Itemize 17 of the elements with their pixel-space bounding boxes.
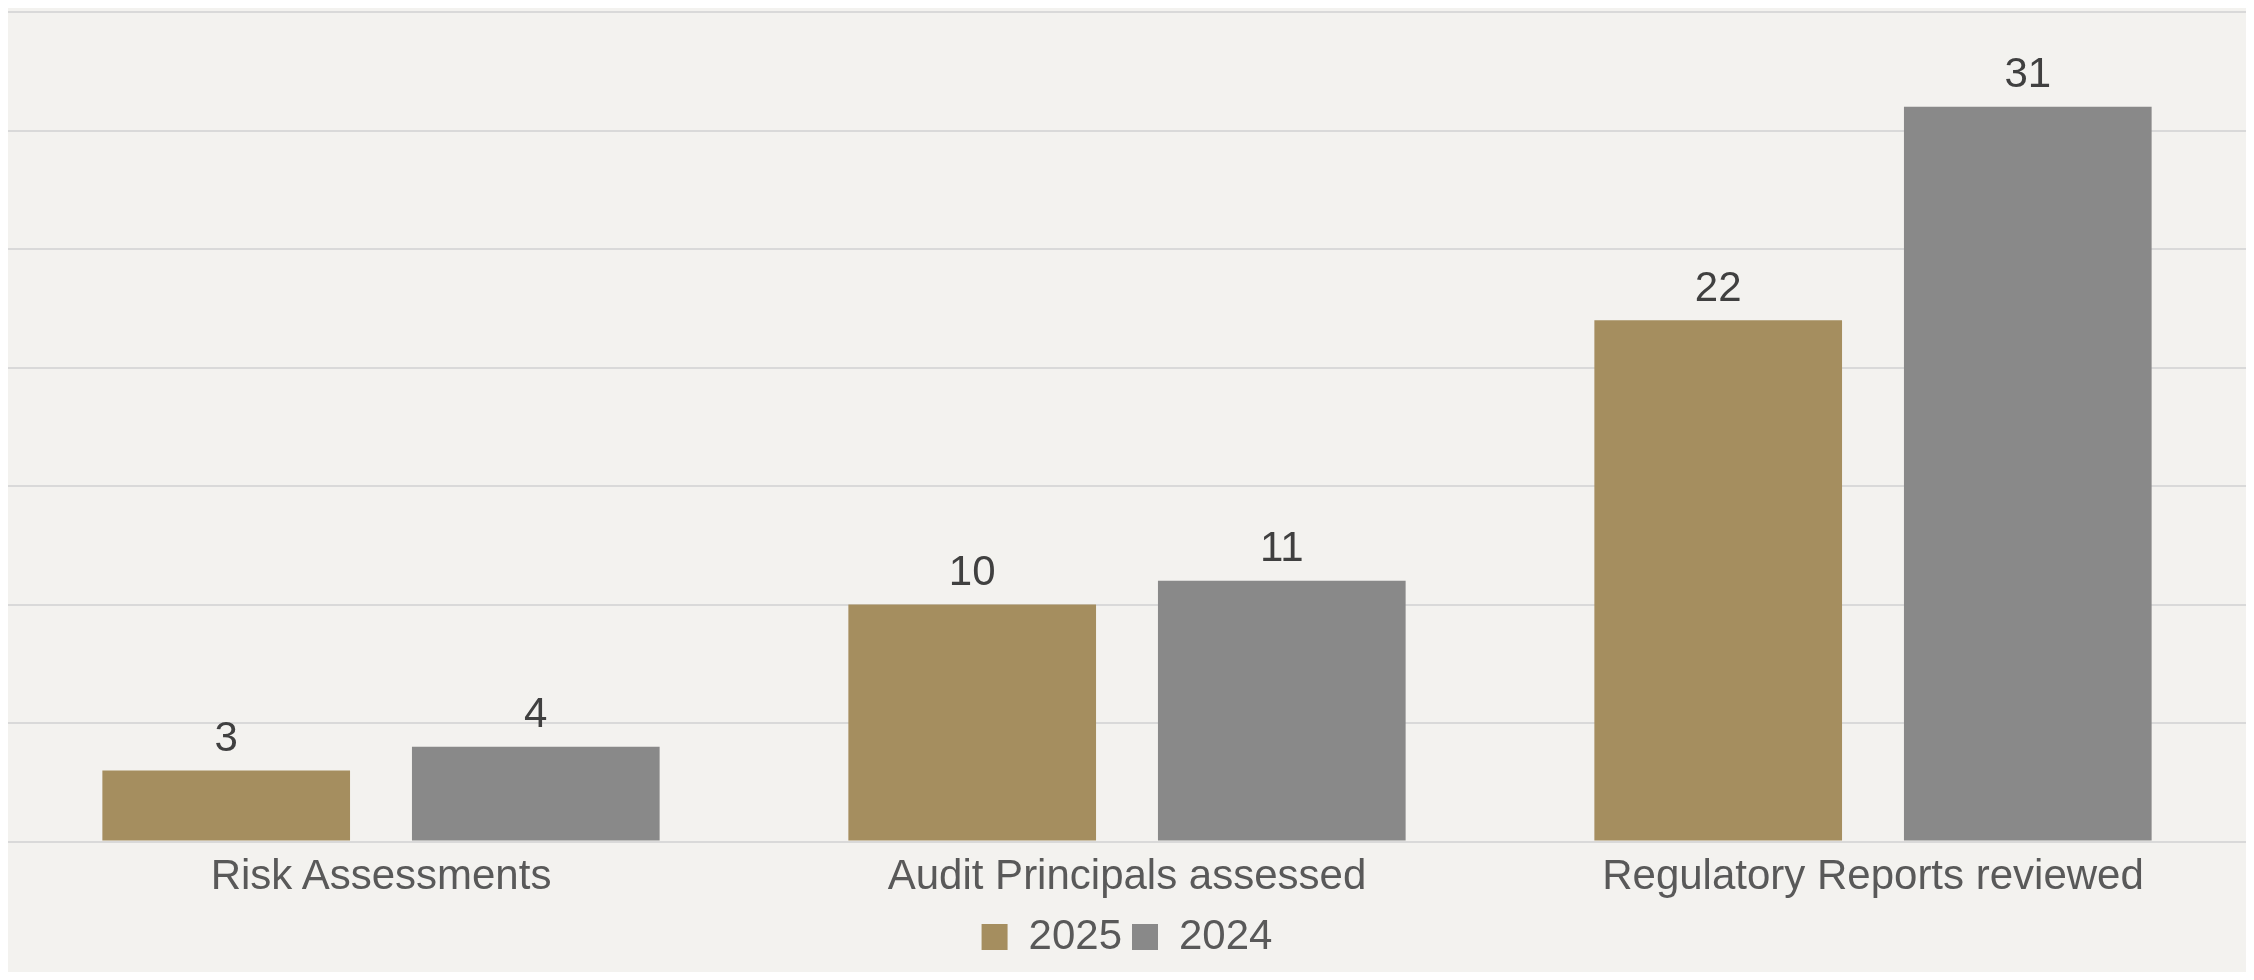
- bar: [1594, 320, 1843, 841]
- bar: [1903, 106, 2152, 841]
- data-label: 22: [1694, 262, 1742, 310]
- bar: [102, 770, 351, 841]
- bar: [1157, 580, 1406, 841]
- data-label: 3: [214, 713, 238, 761]
- data-label: 4: [524, 689, 548, 737]
- legend-label: 2025: [1028, 910, 1122, 958]
- bar: [411, 746, 660, 841]
- data-label: 10: [948, 547, 996, 595]
- data-label: 31: [2004, 49, 2052, 97]
- x-tick-label: Regulatory Reports reviewed: [1602, 851, 2144, 899]
- data-label: 11: [1259, 523, 1304, 571]
- x-tick-label: Audit Principals assessed: [887, 851, 1367, 899]
- x-tick-label: Risk Assessments: [210, 851, 552, 899]
- bar: [848, 604, 1097, 841]
- legend-label: 2024: [1179, 910, 1273, 958]
